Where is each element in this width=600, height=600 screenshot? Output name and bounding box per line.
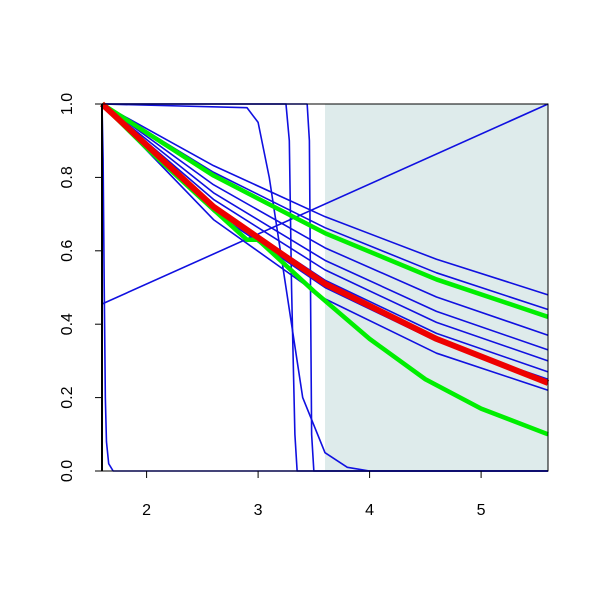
x-tick-label: 5 <box>477 502 486 519</box>
series-line <box>99 101 550 386</box>
series-line <box>101 103 549 351</box>
shaded-region <box>325 104 548 471</box>
y-tick-label: 0.2 <box>59 386 76 408</box>
series-line <box>101 103 548 472</box>
series-line <box>101 103 549 362</box>
x-tick-label: 3 <box>254 502 263 519</box>
series-line <box>101 103 549 336</box>
y-tick-label: 0.8 <box>59 166 76 188</box>
series-line <box>100 102 549 319</box>
y-tick-label: 0.0 <box>59 460 76 482</box>
series-line <box>101 103 549 296</box>
y-tick-label: 1.0 <box>59 93 76 115</box>
series-line <box>101 103 549 305</box>
y-tick-label: 0.4 <box>59 313 76 335</box>
x-tick-label: 2 <box>142 502 151 519</box>
y-tick-label: 0.6 <box>59 240 76 262</box>
series-line <box>101 103 548 472</box>
x-tick-label: 4 <box>365 502 374 519</box>
